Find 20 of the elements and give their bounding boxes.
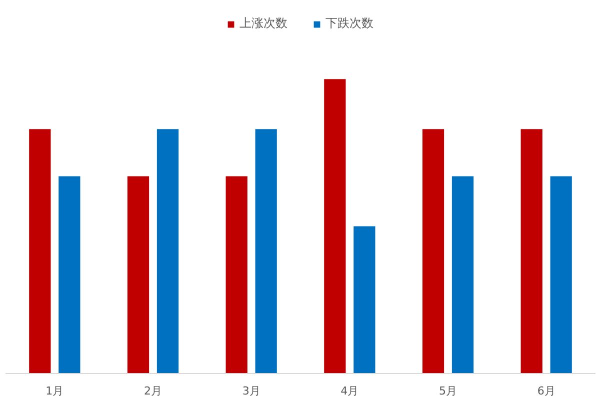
bar <box>127 176 150 374</box>
bar <box>255 129 277 374</box>
bar <box>422 129 444 374</box>
x-tick-label: 6月 <box>537 384 556 398</box>
x-tick-label: 5月 <box>439 384 457 398</box>
bar <box>226 176 248 374</box>
bar <box>520 129 542 374</box>
bar <box>324 79 346 374</box>
x-tick-label: 4月 <box>340 384 359 398</box>
x-tick-label: 3月 <box>242 384 260 398</box>
legend-label: 上涨次数 <box>240 15 288 32</box>
bar <box>29 129 51 374</box>
x-tick-label: 1月 <box>46 384 64 398</box>
bar <box>452 176 474 374</box>
bar <box>156 129 179 374</box>
x-tick-label: 2月 <box>144 384 162 398</box>
legend-label: 下跌次数 <box>326 15 374 32</box>
bar <box>550 176 572 374</box>
bar <box>58 176 80 374</box>
bar <box>354 226 376 374</box>
